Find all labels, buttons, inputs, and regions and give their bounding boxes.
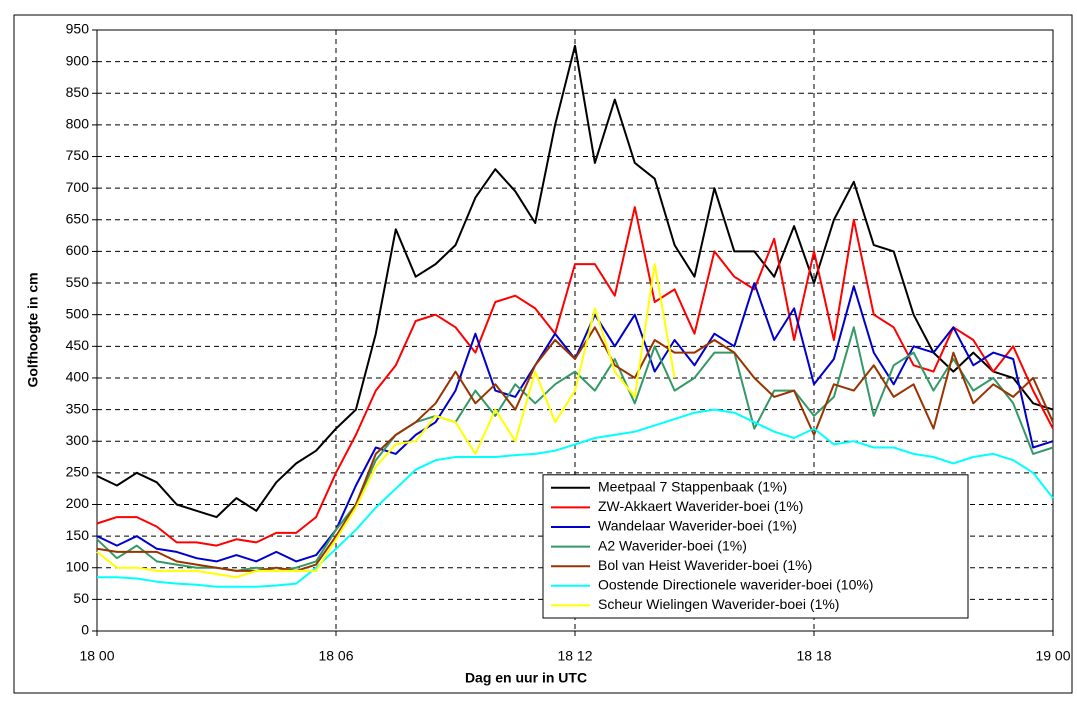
series-line (96, 206, 1054, 547)
x-tick-label: 19 00 (1035, 648, 1070, 664)
legend: Meetpaal 7 Stappenbaak (1%) ZW-Akkaert Wa… (542, 474, 969, 619)
series-line (97, 408, 1054, 588)
legend-label: Scheur Wielingen Waverider-boei (1%) (598, 596, 839, 612)
series-line (96, 44, 1054, 519)
series-line (96, 326, 1054, 572)
x-axis-label: Dag en uur in UTC (465, 670, 587, 686)
y-tick-label: 150 (66, 527, 90, 543)
y-tick-label: 950 (66, 21, 90, 37)
legend-box (542, 474, 969, 619)
y-tick-label: 450 (66, 337, 90, 353)
y-tick-label: 900 (66, 52, 90, 68)
y-tick-label: 500 (66, 305, 90, 321)
legend-label: Meetpaal 7 Stappenbaak (1%) (598, 479, 787, 495)
y-tick-label: 600 (66, 242, 90, 258)
y-tick-label: 250 (66, 464, 90, 480)
y-tick-label: 650 (66, 210, 90, 226)
y-tick-label: 550 (66, 274, 90, 290)
legend-label: A2 Waverider-boei (1%) (598, 537, 747, 553)
x-tick-label: 18 12 (557, 648, 592, 664)
y-tick-label: 0 (81, 622, 89, 638)
legend-label: Wandelaar Waverider-boei (1%) (598, 518, 797, 534)
x-tick-label: 18 18 (796, 648, 831, 664)
y-tick-label: 400 (66, 369, 90, 385)
y-tick-label: 300 (66, 432, 90, 448)
y-axis-label: Golfhoogte in cm (25, 272, 41, 387)
x-tick-label: 18 00 (79, 648, 114, 664)
y-tick-label: 350 (66, 400, 90, 416)
x-tick-label: 18 06 (318, 648, 353, 664)
y-tick-label: 50 (73, 590, 89, 606)
y-tick-label: 750 (66, 147, 90, 163)
legend-label: Bol van Heist Waverider-boei (1%) (598, 557, 812, 573)
legend-label: ZW-Akkaert Waverider-boei (1%) (598, 498, 803, 514)
y-tick-label: 200 (66, 495, 90, 511)
y-tick-label: 850 (66, 84, 90, 100)
series-line (96, 263, 676, 579)
y-tick-label: 800 (66, 116, 90, 132)
y-tick-label: 700 (66, 179, 90, 195)
y-tick-label: 100 (66, 558, 90, 574)
legend-label: Oostende Directionele waverider-boei (10… (598, 577, 873, 593)
